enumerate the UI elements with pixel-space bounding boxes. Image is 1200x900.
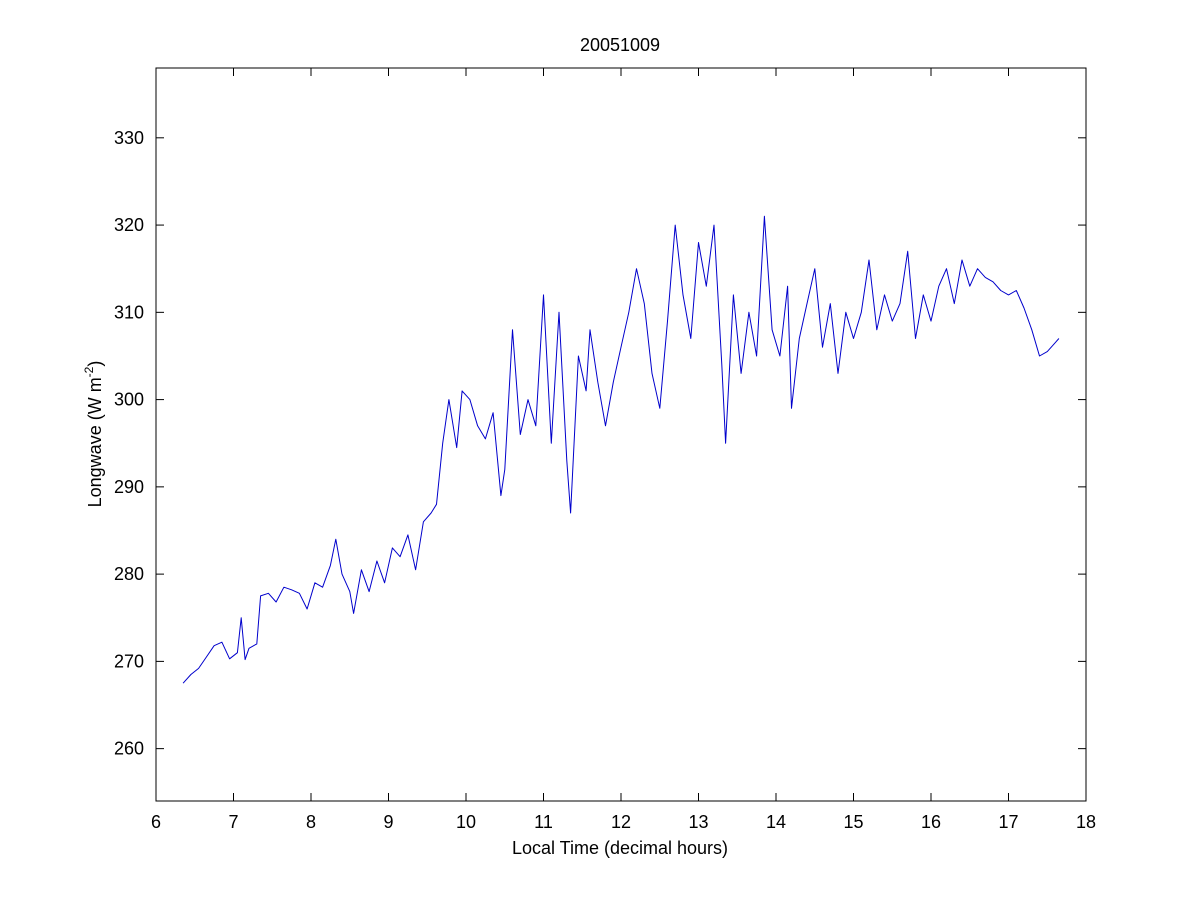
plot-area: 6 7 8 9 10 11 12 13 14 15 16 17 18 260 270 280 290 300 31… [114,67,1096,832]
y-tick-label: 270 [114,651,144,671]
y-tick-label: 280 [114,564,144,584]
x-tick-label: 12 [611,812,631,832]
y-tick-label: 320 [114,215,144,235]
y-tick-label: 300 [114,390,144,410]
x-tick-label: 8 [306,812,316,832]
y-tick-label: 310 [114,302,144,322]
y-axis-label: Longwave (W m-2) [82,361,105,508]
x-tick-label: 7 [228,812,238,832]
x-tick-label: 13 [688,812,708,832]
y-tick-label: 290 [114,477,144,497]
y-tick-label: 330 [114,128,144,148]
y-axis-label-close: ) [85,361,105,367]
series-layer [182,215,1060,684]
x-tick-label: 6 [151,812,161,832]
x-tick-label: 18 [1076,812,1096,832]
x-axis-label: Local Time (decimal hours) [512,838,728,858]
y-axis-label-exponent: -2 [82,366,96,377]
x-tick-label: 14 [766,812,786,832]
chart-title: 20051009 [580,35,660,55]
x-tick-label: 16 [921,812,941,832]
x-tick-label: 9 [383,812,393,832]
series-line [182,215,1060,684]
x-tick-label: 10 [456,812,476,832]
x-tick-label: 11 [534,812,553,832]
y-tick-label: 260 [114,739,144,759]
x-tick-label: 15 [843,812,863,832]
y-axis-ticks: 260 270 280 290 300 310 320 330 [114,128,1086,759]
x-axis-ticks: 6 7 8 9 10 11 12 13 14 15 16 17 18 [151,68,1096,832]
y-axis-label-main: Longwave (W m [85,377,105,507]
x-tick-label: 17 [998,812,1018,832]
